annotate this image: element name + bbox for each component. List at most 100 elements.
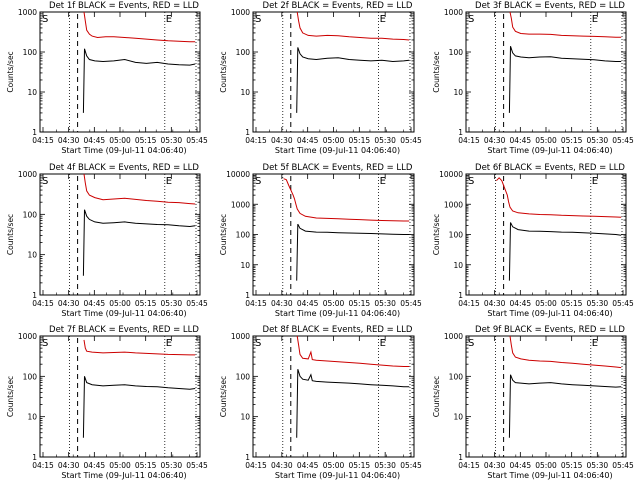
x-tick-label: 05:45 [612,461,634,470]
series-events-line [296,47,410,113]
panel-title: Det 1f BLACK = Events, RED = LLD [49,1,199,11]
panel-det-8: Det 8f BLACK = Events, RED = LLD 1 10 100 10… [219,325,422,480]
x-tick-label: 05:15 [349,299,371,308]
x-axis-label: Start Time (09-Jul-11 04:06:40) [61,309,186,318]
series-lld-line [509,11,622,38]
y-axis-label: Counts/sec [432,51,441,92]
x-tick-label: 04:15 [245,136,267,145]
x-tick-label: 05:45 [400,299,422,308]
series-lld-line [83,339,196,356]
plot-frame [465,11,627,133]
x-tick-label: 04:30 [271,299,293,308]
x-tick-label: 05:15 [135,136,157,145]
y-tick-label: 1 [245,453,250,462]
start-marker-label: S [255,14,261,25]
x-tick-label: 05:00 [109,299,131,308]
y-tick-label: 100 [449,48,464,57]
start-marker-label: S [468,176,474,187]
y-tick-label: 1 [458,291,463,300]
y-tick-label: 10 [27,251,37,260]
x-tick-label: 04:45 [84,461,106,470]
y-tick-label: 1000 [231,8,250,17]
y-tick-label: 1 [245,291,250,300]
x-tick-label: 05:45 [612,299,634,308]
x-tick-label: 04:30 [58,136,80,145]
x-tick-label: 05:30 [161,461,183,470]
x-tick-label: 05:45 [400,136,422,145]
x-tick-label: 04:45 [510,461,532,470]
y-tick-label: 1000 [18,170,37,179]
x-tick-label: 04:30 [484,461,506,470]
panel-title: Det 4f BLACK = Events, RED = LLD [49,163,199,173]
series-events-line [508,374,622,438]
series-lld-line [296,335,410,367]
panel-det-2: Det 2f BLACK = Events, RED = LLD 1 10 100 10… [219,1,422,155]
x-tick-label: 05:15 [561,461,583,470]
y-axis-label: Counts/sec [6,51,15,92]
plot-frame [465,335,627,458]
x-tick-label: 05:30 [374,461,396,470]
y-tick-label: 1 [458,453,463,462]
y-tick-label: 1000 [18,332,37,341]
y-tick-label: 100 [23,372,38,381]
panel-title: Det 7f BLACK = Events, RED = LLD [49,325,199,335]
y-tick-label: 10 [240,261,250,270]
x-tick-label: 05:45 [186,461,208,470]
series-events-line [82,209,196,276]
y-axis-label: Counts/sec [219,376,228,417]
series-events-line [296,223,410,281]
panel-title: Det 3f BLACK = Events, RED = LLD [475,1,625,11]
end-marker-label: E [592,14,598,25]
x-axis-label: Start Time (09-Jul-11 04:06:40) [487,309,612,318]
end-marker-label: E [380,14,386,25]
y-axis-label: Counts/sec [219,214,228,255]
x-tick-label: 04:30 [484,136,506,145]
panel-title: Det 6f BLACK = Events, RED = LLD [475,163,625,173]
x-tick-label: 04:15 [245,461,267,470]
y-tick-label: 10 [240,88,250,97]
plot-frame [39,11,201,133]
y-axis-label: Counts/sec [432,376,441,417]
y-tick-label: 1000 [231,200,250,209]
start-marker-label: S [468,338,474,349]
series-events-line [82,48,196,113]
x-tick-label: 04:15 [458,461,480,470]
panel-det-4: Det 4f BLACK = Events, RED = LLD 1 10 100 10… [6,163,208,318]
x-axis-label: Start Time (09-Jul-11 04:06:40) [61,471,186,480]
y-tick-label: 1000 [444,200,463,209]
series-lld-line [283,178,410,222]
y-tick-label: 1000 [444,8,463,17]
x-tick-label: 04:45 [84,136,106,145]
x-axis-label: Start Time (09-Jul-11 04:06:40) [487,146,612,155]
x-tick-label: 05:15 [135,299,157,308]
series-events-line [82,376,196,438]
panel-det-1: Det 1f BLACK = Events, RED = LLD 1 10 100 10… [6,1,208,155]
start-marker-label: S [255,176,261,187]
x-tick-label: 04:15 [32,299,54,308]
y-tick-label: 100 [236,372,251,381]
series-lld-line [83,173,196,205]
panel-det-9: Det 9f BLACK = Events, RED = LLD 1 10 100 10… [432,325,634,480]
end-marker-label: E [380,338,386,349]
y-tick-label: 10 [240,413,250,422]
x-tick-label: 05:30 [374,136,396,145]
y-tick-label: 10 [27,413,37,422]
start-marker-label: S [468,14,474,25]
end-marker-label: E [592,176,598,187]
x-tick-label: 05:00 [323,299,345,308]
x-tick-label: 05:00 [109,461,131,470]
x-tick-label: 05:00 [323,461,345,470]
panel-title: Det 5f BLACK = Events, RED = LLD [263,163,413,173]
x-tick-label: 05:30 [161,299,183,308]
series-events-line [508,222,622,281]
y-tick-label: 1 [32,453,37,462]
y-tick-label: 1 [245,128,250,137]
y-tick-label: 100 [23,48,38,57]
panel-title: Det 9f BLACK = Events, RED = LLD [475,325,625,335]
plot-frame [39,173,201,296]
x-tick-label: 05:15 [561,136,583,145]
y-tick-label: 1 [458,128,463,137]
y-tick-label: 1000 [18,8,37,17]
x-tick-label: 05:30 [587,461,609,470]
